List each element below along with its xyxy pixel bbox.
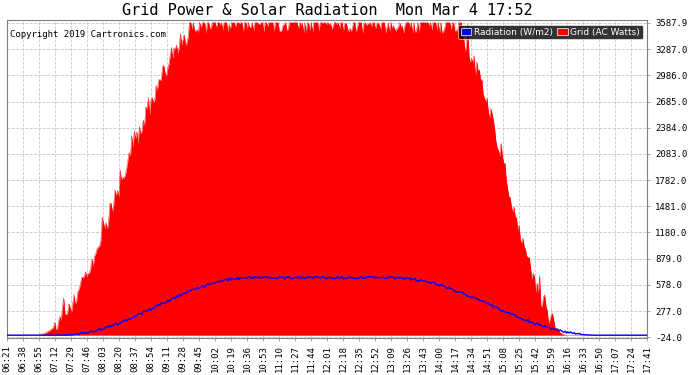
Text: Copyright 2019 Cartronics.com: Copyright 2019 Cartronics.com: [10, 30, 166, 39]
Title: Grid Power & Solar Radiation  Mon Mar 4 17:52: Grid Power & Solar Radiation Mon Mar 4 1…: [122, 3, 533, 18]
Legend: Radiation (W/m2), Grid (AC Watts): Radiation (W/m2), Grid (AC Watts): [458, 25, 643, 39]
